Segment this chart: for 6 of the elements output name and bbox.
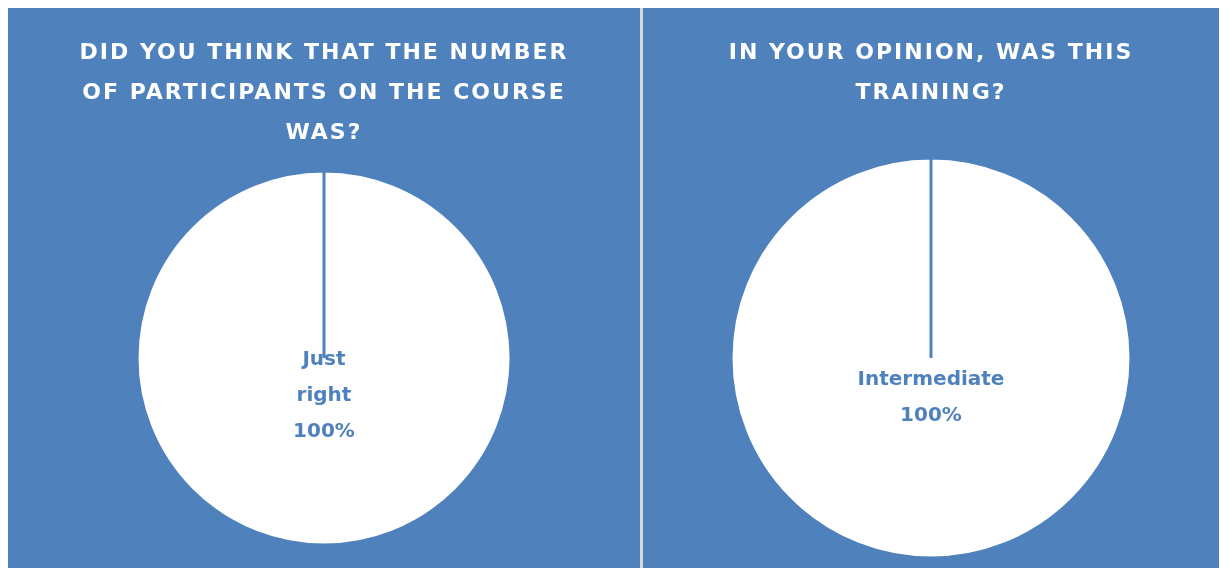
slice-label: Intermediate (857, 366, 1005, 391)
slice-label: Just right (296, 345, 352, 406)
chart-title: DID YOU THINK THAT THE NUMBER OF PARTICIPANTS ON THE COURSE WAS? (78, 38, 570, 146)
data-label: 100% (900, 402, 962, 427)
chart-title: IN YOUR OPINION, WAS THIS TRAINING? (727, 38, 1135, 106)
data-label: 100% (293, 417, 355, 442)
